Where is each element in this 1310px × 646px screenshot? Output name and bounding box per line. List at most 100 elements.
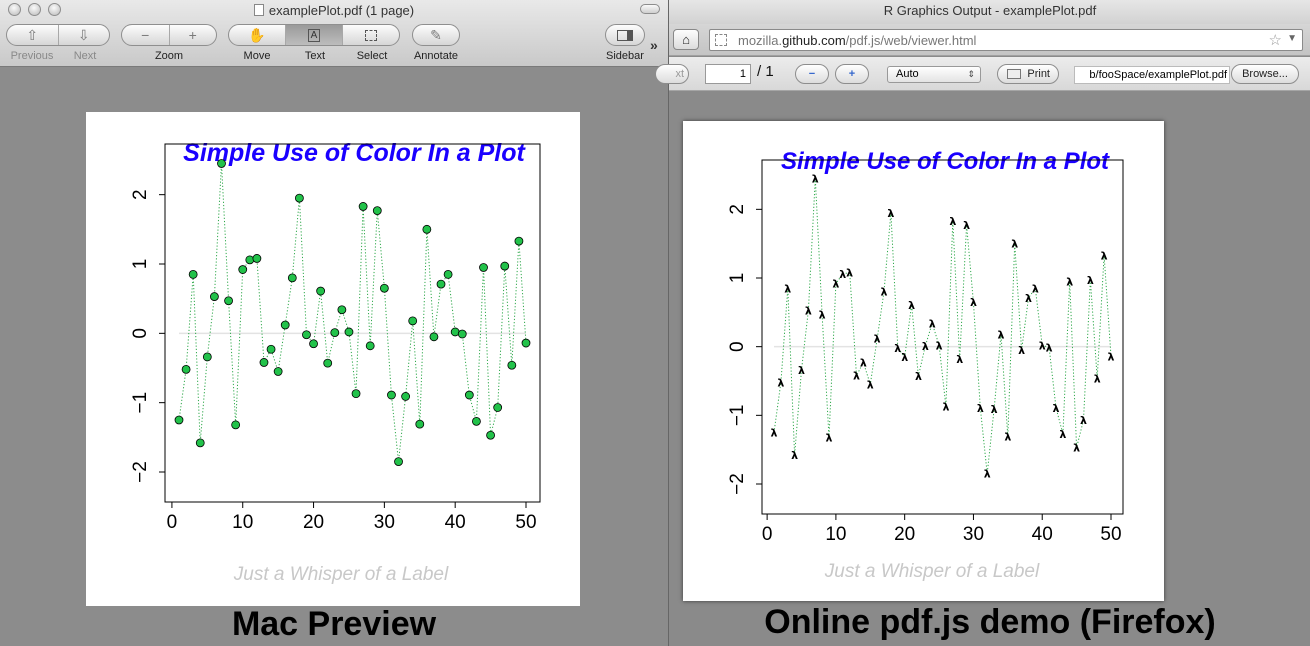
- preview-window-title: examplePlot.pdf (1 page): [0, 3, 668, 18]
- data-point: λ: [881, 286, 888, 299]
- url-text[interactable]: mozilla.github.com/pdf.js/web/viewer.htm…: [738, 33, 976, 48]
- next-label: Next: [73, 50, 97, 62]
- data-point: [351, 389, 361, 399]
- zoom-control: − +: [121, 24, 217, 46]
- data-point: [210, 292, 219, 301]
- data-point: [457, 329, 467, 339]
- plus-icon: +: [848, 68, 856, 80]
- data-point: [514, 236, 524, 246]
- data-point: [472, 416, 481, 426]
- sidebar-label: Sidebar: [606, 50, 644, 62]
- data-point: [323, 358, 333, 368]
- select-tool-button[interactable]: [343, 25, 399, 45]
- zoom-select[interactable]: Auto ⇕: [887, 66, 981, 83]
- text-tool-button[interactable]: A: [286, 25, 343, 45]
- print-button[interactable]: Print: [997, 64, 1059, 84]
- minus-icon: −: [808, 68, 816, 80]
- data-point: λ: [997, 328, 1004, 341]
- previous-page-button[interactable]: ⇧: [7, 25, 59, 45]
- data-point: [415, 419, 425, 429]
- minus-icon: −: [141, 27, 150, 43]
- select-label: Select: [356, 50, 388, 62]
- firefox-window-title: R Graphics Output - examplePlot.pdf: [883, 3, 1097, 18]
- firefox-nav-bar: ⌂ mozilla.github.com/pdf.js/web/viewer.h…: [669, 24, 1310, 56]
- data-point: [195, 438, 205, 448]
- bookmark-star-icon[interactable]: ☆: [1268, 32, 1282, 49]
- close-window-button[interactable]: [8, 3, 21, 16]
- browse-button[interactable]: Browse...: [1231, 64, 1299, 84]
- zoom-in-button[interactable]: +: [170, 25, 217, 45]
- url-history-dropdown-icon[interactable]: ▼: [1287, 33, 1297, 44]
- data-point: λ: [963, 219, 970, 232]
- data-point: λ: [1087, 274, 1094, 287]
- previous-label: Previous: [10, 50, 54, 62]
- x-tick-label: 30: [374, 512, 395, 533]
- pdfjs-plot: Simple Use of Color In a Plotλλλλλλλλλλλ…: [727, 148, 1124, 582]
- y-tick-label: −2: [727, 473, 748, 495]
- pdfjs-toolbar: xt 1 / 1 − + Auto ⇕ Print b/fooSpace/exam…: [655, 57, 1310, 91]
- url-domain: github.com: [782, 33, 846, 48]
- data-point: λ: [874, 332, 881, 345]
- site-identity-icon[interactable]: [715, 34, 727, 46]
- annotate-button[interactable]: ✎: [413, 25, 459, 45]
- zoom-out-button[interactable]: −: [795, 64, 829, 84]
- next-page-button[interactable]: xt: [655, 64, 689, 84]
- pdfjs-caption: Online pdf.js demo (Firefox): [764, 603, 1216, 641]
- y-tick-label: 1: [130, 259, 151, 270]
- data-point: [287, 273, 297, 283]
- data-point: λ: [853, 370, 860, 383]
- data-point: [238, 265, 248, 274]
- x-tick-label: 20: [894, 524, 915, 545]
- data-point: λ: [771, 427, 778, 440]
- data-point: [217, 159, 226, 168]
- x-tick-label: 20: [303, 512, 324, 533]
- data-point: [486, 430, 495, 440]
- select-arrows-icon: ⇕: [967, 69, 975, 79]
- y-tick-label: 0: [130, 328, 151, 339]
- zoom-out-button[interactable]: −: [122, 25, 170, 45]
- data-point: λ: [867, 378, 874, 391]
- data-point: λ: [832, 277, 839, 290]
- data-point: [436, 279, 446, 289]
- data-point: λ: [1004, 431, 1011, 444]
- move-tool-button[interactable]: ✋: [229, 25, 286, 45]
- data-point: λ: [915, 370, 922, 383]
- data-point: λ: [1025, 292, 1032, 305]
- toolbar-toggle-button[interactable]: [640, 4, 660, 14]
- data-point: [379, 283, 389, 293]
- move-label: Move: [243, 50, 271, 62]
- data-point: λ: [1011, 238, 1018, 251]
- sidebar-icon: [617, 29, 633, 41]
- minimize-window-button[interactable]: [28, 3, 41, 16]
- chart-title: Simple Use of Color In a Plot: [183, 139, 526, 167]
- data-point: [174, 415, 184, 425]
- data-point: [507, 360, 517, 370]
- page-number-input[interactable]: 1: [705, 64, 751, 84]
- plot-frame: [761, 159, 1124, 515]
- zoom-in-button[interactable]: +: [835, 64, 869, 84]
- annotate-control: ✎: [412, 24, 460, 46]
- next-page-button[interactable]: ⇩: [59, 25, 110, 45]
- home-button[interactable]: ⌂: [673, 29, 699, 50]
- tool-mode-control: ✋ A: [228, 24, 400, 46]
- x-tick-label: 30: [963, 524, 984, 545]
- data-point: λ: [1094, 372, 1101, 385]
- data-point: λ: [784, 282, 791, 295]
- data-point: [188, 269, 198, 279]
- x-tick-label: 50: [1100, 524, 1121, 545]
- home-icon: ⌂: [682, 32, 690, 47]
- data-point: λ: [826, 431, 833, 444]
- data-point: [280, 320, 290, 330]
- sidebar-button[interactable]: [606, 25, 644, 45]
- file-path-field[interactable]: b/fooSpace/examplePlot.pdf: [1074, 66, 1230, 84]
- data-point: [372, 206, 382, 216]
- pdf-document-icon: [253, 4, 264, 16]
- data-point: [429, 332, 439, 342]
- toolbar-overflow-icon[interactable]: »: [650, 37, 658, 53]
- data-point: λ: [839, 268, 846, 281]
- url-bar[interactable]: mozilla.github.com/pdf.js/web/viewer.htm…: [709, 29, 1303, 51]
- zoom-window-button[interactable]: [48, 3, 61, 16]
- x-tick-label: 0: [167, 512, 178, 533]
